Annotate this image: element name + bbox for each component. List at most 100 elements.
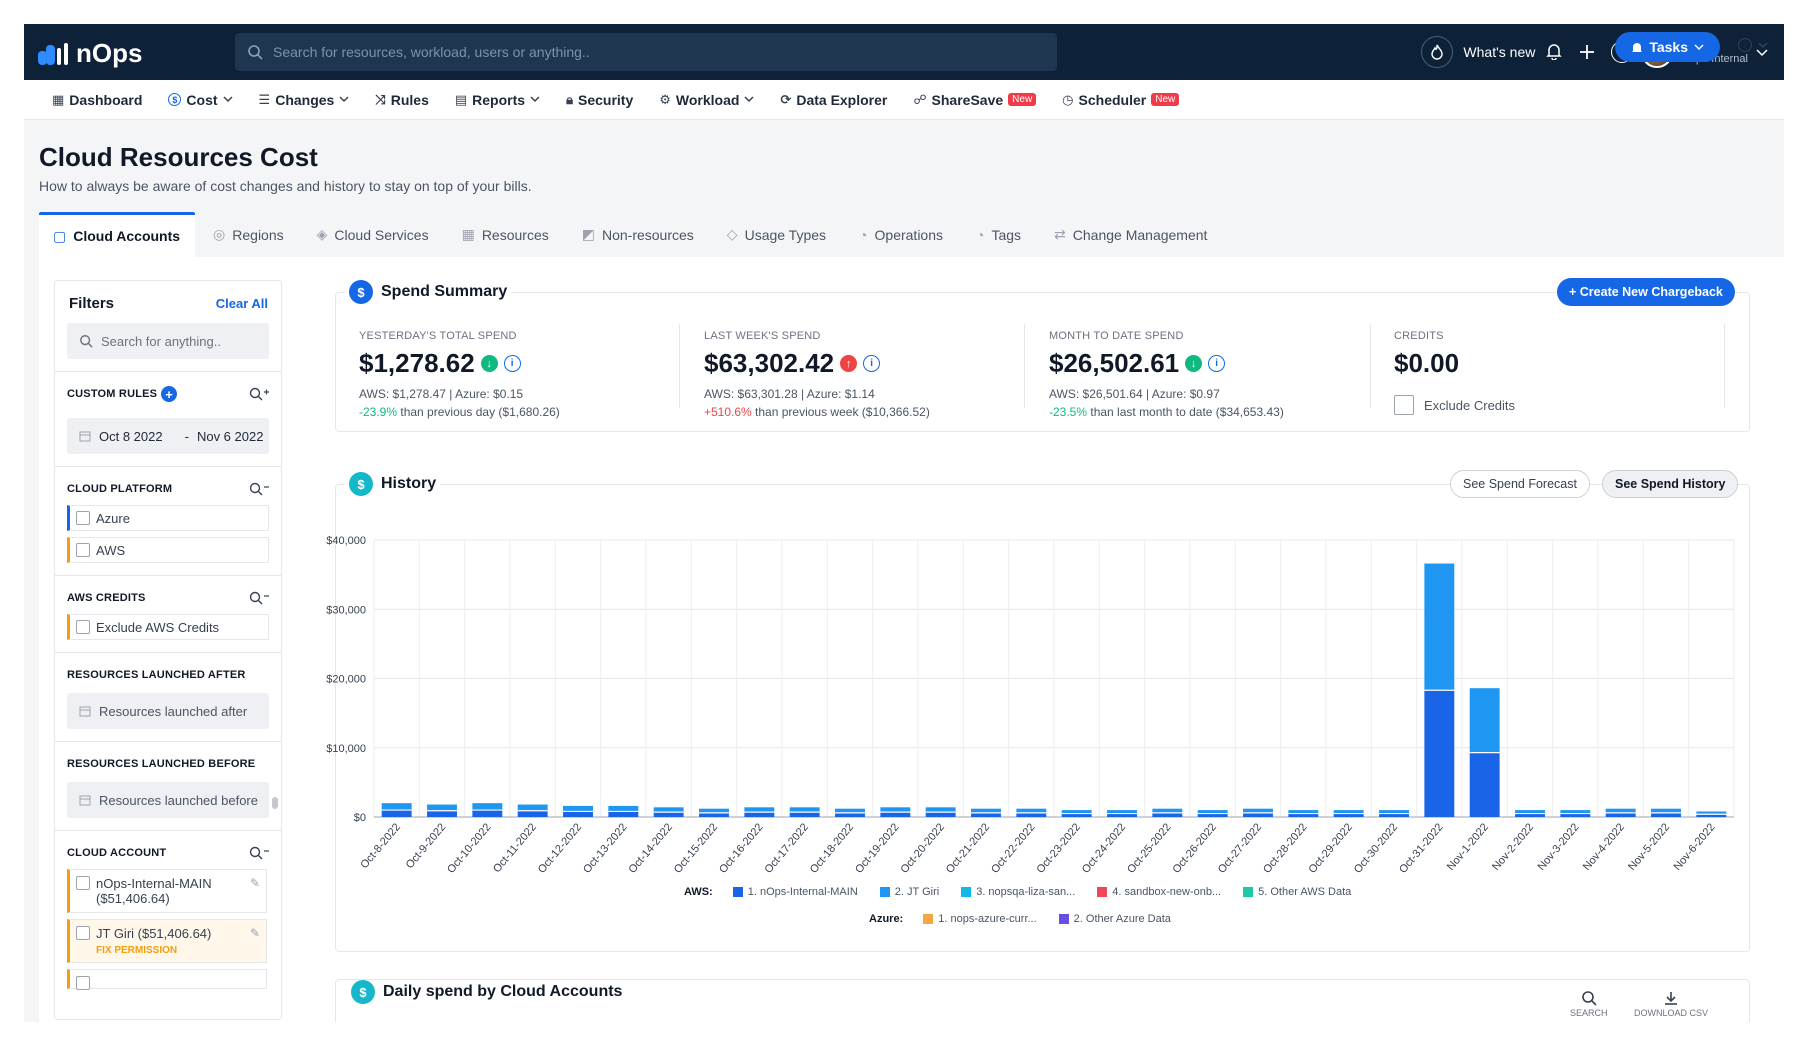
help-icon: ? (1738, 38, 1752, 52)
account-option-partial[interactable] (67, 969, 267, 990)
platform-option-aws[interactable]: AWS (67, 537, 269, 563)
bar-segment (1515, 813, 1545, 817)
checkbox[interactable] (76, 543, 90, 557)
legend-azure: Azure: 1. nops-azure-curr... 2. Other Azu… (869, 913, 1193, 925)
tab-change-management[interactable]: ⇄ Change Management (1040, 212, 1222, 257)
chevron-down-icon[interactable] (1756, 44, 1768, 60)
account-option-jt-giri[interactable]: JT Giri ($51,406.64) FIX PERMISSION ✎ (67, 919, 267, 963)
clear-all-link[interactable]: Clear All (215, 295, 268, 311)
tab-label: Usage Types (744, 226, 827, 243)
history-title: History (381, 475, 437, 492)
exclude-credits-option[interactable]: Exclude Credits (1394, 395, 1694, 415)
legend-swatch (923, 914, 934, 924)
plus-icon[interactable] (1571, 36, 1603, 68)
info-icon[interactable]: i (1208, 355, 1226, 372)
global-search-input[interactable] (273, 44, 1033, 60)
nav-item-sharesave[interactable]: ☍ ShareSave New (913, 92, 1037, 108)
x-tick-label: Nov-4-2022 (1581, 821, 1627, 873)
cloud-account-title: CLOUD ACCOUNT (67, 847, 167, 859)
tab-non-resources[interactable]: ◩ Non-resources (568, 212, 709, 257)
filters-scrollbar[interactable] (272, 797, 278, 809)
see-spend-history-button[interactable]: See Spend History (1602, 470, 1739, 498)
bar-segment (653, 812, 684, 817)
bar-segment (472, 810, 503, 817)
tab-cloud-services[interactable]: ◈ Cloud Services (303, 212, 444, 257)
whats-new-button[interactable]: What's new (1421, 36, 1535, 68)
arrow-up-icon: ↑ (840, 355, 858, 372)
checkbox[interactable] (1394, 395, 1414, 415)
launched-after-input[interactable]: Resources launched after (67, 693, 269, 729)
x-tick-label: Oct-16-2022 (717, 821, 766, 876)
checkbox[interactable] (76, 511, 90, 525)
checkbox[interactable] (76, 976, 90, 990)
nav-item-dashboard[interactable]: ▦ Dashboard (52, 92, 142, 108)
filter-search-input[interactable]: Search for anything.. (67, 323, 269, 359)
nav-item-scheduler[interactable]: ◷ Scheduler New (1062, 92, 1180, 108)
tab-label: Non-resources (601, 226, 694, 243)
tab-operations[interactable]: ◔ Operations (845, 212, 958, 257)
launched-before-input[interactable]: Resources launched before (67, 782, 269, 818)
main-nav: ▦ Dashboard $ Cost ☰ Changes ⤨ Rules ▤ Reports 🔒︎ S… (24, 80, 1784, 120)
legend-item[interactable]: 1. nops-azure-curr... (923, 913, 1037, 925)
bell-icon[interactable] (1545, 42, 1563, 63)
tab-label: Operations (874, 226, 943, 243)
checkbox[interactable] (76, 620, 90, 634)
bell-icon (1632, 42, 1643, 52)
search-minus-icon[interactable] (249, 482, 269, 496)
tab-tags[interactable]: ◔ Tags (962, 212, 1036, 257)
nav-item-workload[interactable]: ⚙ Workload (659, 92, 754, 108)
legend-item[interactable]: 2. JT Giri (879, 886, 939, 898)
date-range-picker[interactable]: Oct 8 2022 - Nov 6 2022 (67, 418, 269, 454)
bar-segment (1560, 810, 1591, 814)
add-rule-icon[interactable]: + (161, 386, 178, 402)
global-search[interactable] (235, 33, 1057, 71)
tab-cloud-accounts[interactable]: ▢ Cloud Accounts (39, 212, 196, 257)
x-tick-label: Oct-15-2022 (672, 821, 721, 876)
info-icon[interactable]: i (503, 355, 521, 372)
x-tick-label: Oct-8-2022 (358, 821, 403, 871)
nav-item-reports[interactable]: ▤ Reports (455, 92, 540, 108)
nops-logo[interactable]: nOps (38, 38, 142, 69)
legend-item[interactable]: 1. nOps-Internal-MAIN (732, 886, 858, 898)
edit-icon[interactable]: ✎ (249, 926, 260, 940)
search-minus-icon[interactable] (249, 591, 269, 605)
tab-resources[interactable]: ▦ Resources (448, 212, 564, 257)
checkbox[interactable] (76, 926, 90, 940)
legend-item[interactable]: 5. Other AWS Data (1243, 886, 1351, 898)
x-tick-label: Oct-25-2022 (1125, 821, 1174, 876)
x-tick-label: Oct-18-2022 (808, 821, 857, 876)
nav-item-data-explorer[interactable]: ⟳ Data Explorer (780, 92, 887, 108)
legend-label: 4. sandbox-new-onb... (1112, 886, 1222, 898)
help-menu[interactable]: ? (1738, 38, 1768, 52)
legend-item[interactable]: 3. nopsqa-liza-san... (961, 886, 1075, 898)
info-icon[interactable]: i (863, 355, 881, 372)
platform-option-azure[interactable]: Azure (67, 505, 269, 531)
refresh-icon: ⟳ (780, 91, 792, 107)
bar-segment (1016, 808, 1047, 813)
lock-icon: 🔒︎ (566, 91, 573, 107)
download-csv-button[interactable]: DOWNLOAD CSV (1634, 990, 1708, 1018)
nav-item-security[interactable]: 🔒︎ Security (566, 92, 633, 108)
legend-item[interactable]: 2. Other Azure Data (1058, 913, 1171, 925)
tasks-button[interactable]: Tasks (1615, 32, 1720, 62)
nav-item-rules[interactable]: ⤨ Rules (375, 92, 429, 108)
daily-search-button[interactable]: SEARCH (1570, 990, 1608, 1018)
bar-segment (608, 805, 639, 812)
tab-regions[interactable]: ◎ Regions (199, 212, 299, 257)
nav-item-cost[interactable]: $ Cost (168, 92, 233, 108)
checkbox[interactable] (76, 876, 90, 890)
legend-item[interactable]: 4. sandbox-new-onb... (1097, 886, 1221, 898)
edit-icon[interactable]: ✎ (249, 876, 260, 890)
account-option-nops-internal-main[interactable]: nOps-Internal-MAIN ($51,406.64) ✎ (67, 869, 267, 913)
exclude-aws-credits-option[interactable]: Exclude AWS Credits (67, 614, 269, 640)
create-chargeback-button[interactable]: + Create New Chargeback (1557, 278, 1735, 306)
nav-item-changes[interactable]: ☰ Changes (259, 92, 350, 108)
fix-permission-link[interactable]: FIX PERMISSION (96, 945, 178, 956)
nav-item-label: Data Explorer (796, 91, 888, 108)
arrow-down-icon: ↓ (1185, 355, 1203, 372)
search-minus-icon[interactable] (249, 846, 269, 860)
search-plus-icon[interactable] (249, 387, 269, 401)
tab-usage-types[interactable]: ◇ Usage Types (713, 212, 841, 257)
metric-change: +510.6% (704, 405, 752, 419)
see-spend-forecast-button[interactable]: See Spend Forecast (1450, 470, 1590, 498)
